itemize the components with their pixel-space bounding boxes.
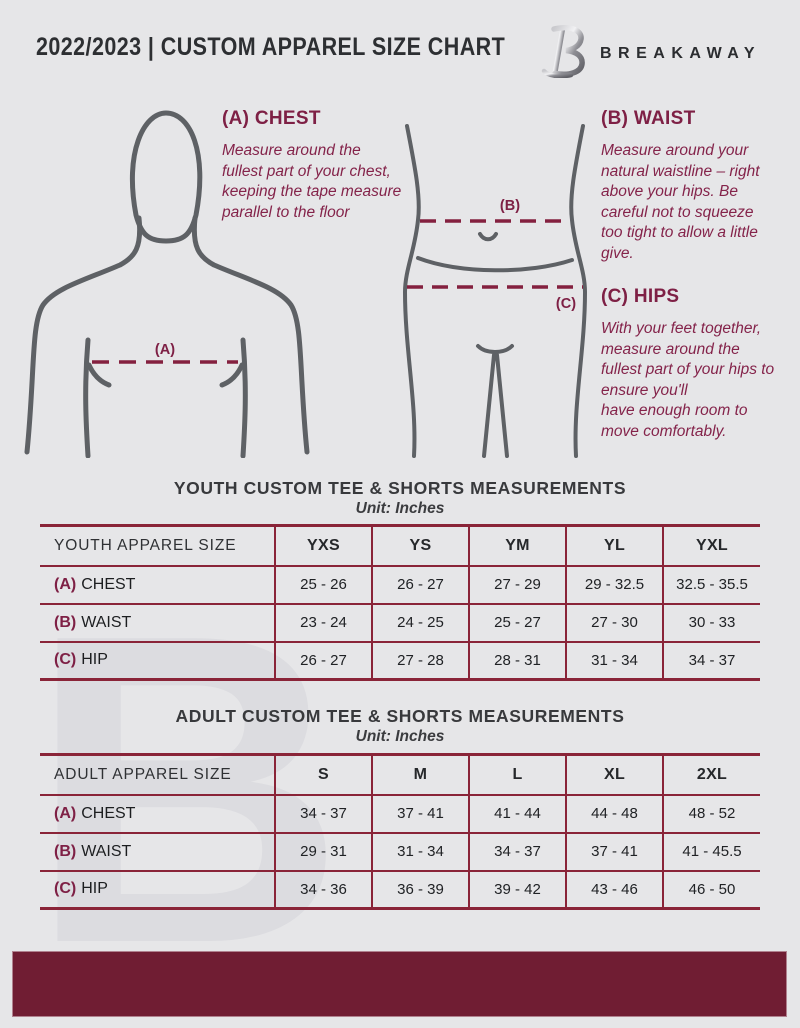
breakaway-monogram-icon [540, 22, 588, 83]
row-prefix: (A) [54, 804, 77, 822]
chest-instruction-body: Measure around the fullest part of your … [222, 142, 402, 221]
hips-instruction: (C) HIPS With your feet together, measur… [601, 286, 783, 443]
measurement-cell: 27 - 30 [565, 603, 663, 642]
row-label-cell: (A) CHEST [40, 566, 275, 604]
measurement-cell: 37 - 41 [371, 794, 469, 833]
row-label: HIP [81, 880, 108, 898]
chest-instruction-heading: (A) CHEST [222, 108, 321, 129]
row-label: WAIST [81, 613, 132, 631]
measurement-cell: 44 - 48 [565, 794, 663, 833]
measurement-cell: 27 - 29 [468, 565, 566, 604]
chest-figure: (A) [15, 100, 315, 463]
row-label-cell: (C) HIP [40, 871, 275, 909]
adult-hip-row: (C) HIP 34 - 36 36 - 39 39 - 42 43 - 46 4… [40, 870, 760, 909]
adult-chest-row: (A) CHEST 34 - 37 37 - 41 41 - 44 44 - 48… [40, 794, 760, 833]
measurement-cell: 31 - 34 [371, 832, 469, 871]
measurement-cell: 39 - 42 [468, 870, 566, 909]
youth-waist-row: (B) WAIST 23 - 24 24 - 25 25 - 27 27 - 30… [40, 603, 760, 642]
youth-size-table: YOUTH APPAREL SIZE YXS YS YM YL YXL (A) C… [40, 524, 760, 681]
measurement-cell: 25 - 26 [274, 565, 372, 604]
row-label-cell: (B) WAIST [40, 833, 275, 871]
waist-instruction-heading: (B) WAIST [601, 108, 696, 129]
measurement-cell: 26 - 27 [371, 565, 469, 604]
youth-size-col: YXS [274, 525, 372, 566]
row-label: HIP [81, 651, 108, 669]
measurement-cell: 46 - 50 [662, 870, 760, 909]
measurement-cell: 34 - 37 [468, 832, 566, 871]
measurement-cell: 28 - 31 [468, 641, 566, 680]
row-label: CHEST [81, 575, 136, 593]
adult-size-header-cell: ADULT APPAREL SIZE [54, 765, 232, 783]
measurement-cell: 36 - 39 [371, 870, 469, 909]
row-label: WAIST [81, 842, 132, 860]
youth-hip-row: (C) HIP 26 - 27 27 - 28 28 - 31 31 - 34 3… [40, 641, 760, 680]
youth-size-col: YXL [662, 525, 760, 566]
adult-waist-row: (B) WAIST 29 - 31 31 - 34 34 - 37 37 - 41… [40, 832, 760, 871]
adult-size-col: L [468, 754, 566, 795]
measurement-cell: 48 - 52 [662, 794, 760, 833]
row-prefix: (C) [54, 651, 77, 669]
chest-instruction: (A) CHEST Measure around the fullest par… [222, 108, 402, 223]
adult-unit-label: Unit: Inches [355, 728, 445, 745]
hips-instruction-heading: (C) HIPS [601, 286, 680, 307]
measurement-cell: 31 - 34 [565, 641, 663, 680]
adult-size-col: M [371, 754, 469, 795]
row-prefix: (B) [54, 613, 77, 631]
adult-size-col: S [274, 754, 372, 795]
youth-size-col: YL [565, 525, 663, 566]
row-label-cell: (B) WAIST [40, 604, 275, 642]
measurement-cell: 30 - 33 [662, 603, 760, 642]
footer-accent-bar [12, 951, 787, 1017]
youth-table-header-row: YOUTH APPAREL SIZE YXS YS YM YL YXL [40, 525, 760, 566]
measurement-cell: 34 - 37 [274, 794, 372, 833]
measurement-cell: 37 - 41 [565, 832, 663, 871]
adult-section-title: ADULT CUSTOM TEE & SHORTS MEASUREMENTS [175, 706, 625, 726]
measurement-cell: 29 - 32.5 [565, 565, 663, 604]
hips-figure-label: (C) [556, 296, 576, 312]
youth-chest-row: (A) CHEST 25 - 26 26 - 27 27 - 29 29 - 32… [40, 565, 760, 604]
row-prefix: (B) [54, 842, 77, 860]
waist-figure-label: (B) [500, 198, 520, 214]
adult-table-header-row: ADULT APPAREL SIZE S M L XL 2XL [40, 754, 760, 795]
hips-instruction-body: With your feet together, measure around … [601, 320, 775, 441]
measurement-cell: 41 - 45.5 [662, 832, 760, 871]
adult-size-table: ADULT APPAREL SIZE S M L XL 2XL (A) CHEST… [40, 753, 760, 910]
chest-figure-label: (A) [155, 342, 175, 358]
measurement-cell: 43 - 46 [565, 870, 663, 909]
youth-unit-label: Unit: Inches [355, 500, 445, 517]
measurement-cell: 41 - 44 [468, 794, 566, 833]
row-label-cell: (A) CHEST [40, 795, 275, 833]
measurement-cell: 26 - 27 [274, 641, 372, 680]
measurement-cell: 27 - 28 [371, 641, 469, 680]
measurement-cell: 34 - 36 [274, 870, 372, 909]
brand-logo: BREAKAWAY [540, 22, 761, 83]
measurement-cell: 24 - 25 [371, 603, 469, 642]
measurement-cell: 25 - 27 [468, 603, 566, 642]
youth-size-col: YS [371, 525, 469, 566]
adult-size-col: 2XL [662, 754, 760, 795]
waist-instruction: (B) WAIST Measure around your natural wa… [601, 108, 773, 265]
row-label-cell: (C) HIP [40, 642, 275, 680]
measurement-cell: 29 - 31 [274, 832, 372, 871]
waist-hips-figure: (B) (C) [390, 122, 600, 463]
youth-size-col: YM [468, 525, 566, 566]
measurement-cell: 32.5 - 35.5 [662, 565, 760, 604]
measurement-cell: 23 - 24 [274, 603, 372, 642]
page-title: 2022/2023 | CUSTOM APPAREL SIZE CHART [36, 33, 506, 61]
waist-instruction-body: Measure around your natural waistline – … [601, 142, 760, 263]
brand-name: BREAKAWAY [600, 44, 762, 62]
youth-section-title: YOUTH CUSTOM TEE & SHORTS MEASUREMENTS [173, 478, 627, 498]
row-prefix: (C) [54, 880, 77, 898]
row-prefix: (A) [54, 575, 77, 593]
adult-size-col: XL [565, 754, 663, 795]
youth-size-header-cell: YOUTH APPAREL SIZE [54, 536, 237, 554]
measurement-cell: 34 - 37 [662, 641, 760, 680]
row-label: CHEST [81, 804, 136, 822]
